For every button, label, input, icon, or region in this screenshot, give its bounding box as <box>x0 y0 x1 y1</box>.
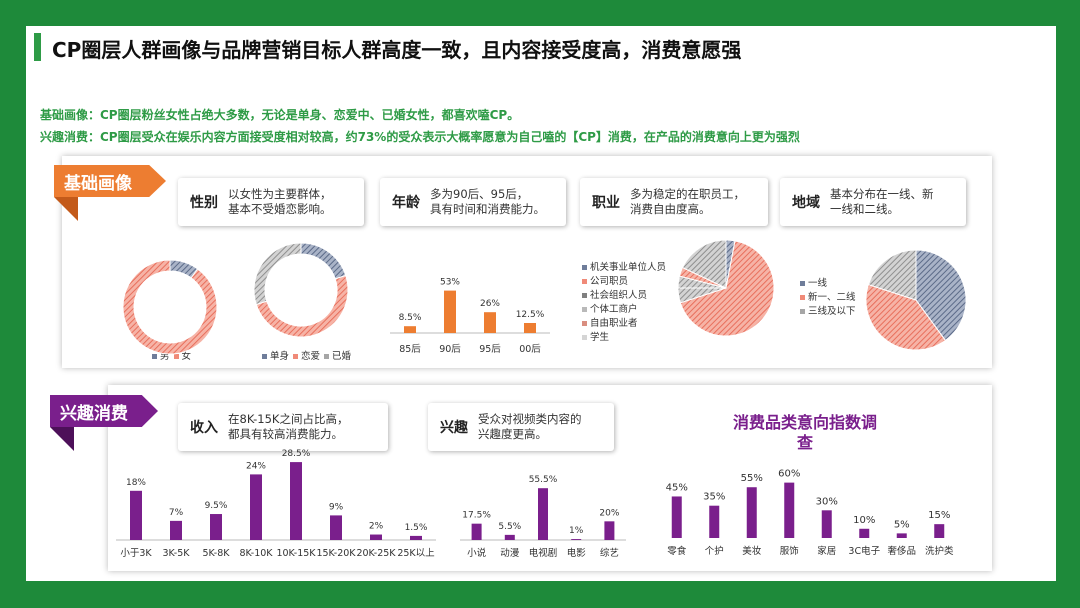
info-income-key: 收入 <box>190 420 218 436</box>
legend-occupation-swatch-5 <box>582 334 587 340</box>
legend-gender-swatch-1 <box>173 353 179 359</box>
page-title: CP圈层人群画像与品牌营销目标人群高度一致，且内容接受度高，消费意愿强 <box>52 38 742 62</box>
legend-occupation-swatch-3 <box>582 306 587 312</box>
info-gender: 性别 以女性为主要群体， 基本不受婚恋影响。 <box>178 178 364 226</box>
legend-gender: 男女 <box>148 348 191 362</box>
info-age: 年龄 多为90后、95后， 具有时间和消费能力。 <box>380 178 566 226</box>
legend-occupation-label-3: 个体工商户 <box>590 304 638 315</box>
legend-occupation-label-1: 公司职员 <box>590 276 629 287</box>
consumption-chart-title: 消费品类意向指数调 查 <box>732 413 877 452</box>
info-interest: 兴趣 受众对视频类内容的 兴趣度更高。 <box>428 403 614 451</box>
info-age-value: 多为90后、95后， 具有时间和消费能力。 <box>430 187 545 216</box>
legend-marital-swatch-0 <box>262 353 267 359</box>
legend-gender-label-1: 女 <box>181 351 192 362</box>
legend-gender-item-1: 女 <box>170 351 192 362</box>
basic-profile-tag-label: 基础画像 <box>64 173 132 194</box>
legend-occupation-item-1: 公司职员 <box>578 275 666 289</box>
info-occupation-key: 职业 <box>592 195 620 211</box>
info-region-value: 基本分布在一线、新 一线和二线。 <box>830 187 934 216</box>
info-age-key: 年龄 <box>392 195 420 211</box>
interest-tag-fold <box>50 427 74 451</box>
legend-marital-item-0: 单身 <box>258 351 289 362</box>
legend-occupation-item-4: 自由职业者 <box>578 317 666 331</box>
basic-profile-tag: 基础画像 <box>54 165 166 197</box>
title-accent-bar <box>34 33 41 61</box>
legend-marital-swatch-2 <box>324 353 330 359</box>
info-interest-value: 受众对视频类内容的 兴趣度更高。 <box>478 412 582 441</box>
legend-marital-label-2: 已婚 <box>332 351 352 362</box>
info-occupation: 职业 多为稳定的在职员工， 消费自由度高。 <box>580 178 768 226</box>
legend-region-swatch-1 <box>800 294 805 300</box>
legend-region-label-0: 一线 <box>808 278 828 289</box>
legend-marital-item-1: 恋爱 <box>289 351 320 362</box>
legend-occupation-label-5: 学生 <box>590 332 610 343</box>
legend-marital-label-0: 单身 <box>270 351 290 362</box>
legend-region-item-1: 新一、二线 <box>796 291 856 305</box>
legend-occupation-swatch-4 <box>582 320 587 326</box>
subtitle-basic: 基础画像：CP圈层粉丝女性占绝大多数，无论是单身、恋爱中、已婚女性，都喜欢嗑CP… <box>40 108 520 122</box>
legend-gender-label-0: 男 <box>160 351 170 362</box>
legend-occupation-item-5: 学生 <box>578 331 666 345</box>
legend-occupation-swatch-1 <box>582 278 587 284</box>
legend-region-swatch-0 <box>800 280 805 286</box>
legend-marital-item-2: 已婚 <box>320 351 351 362</box>
info-income-value: 在8K-15K之间占比高， 都具有较高消费能力。 <box>228 412 349 441</box>
legend-gender-swatch-0 <box>152 353 157 359</box>
legend-gender-item-0: 男 <box>148 351 170 362</box>
info-income: 收入 在8K-15K之间占比高， 都具有较高消费能力。 <box>178 403 388 451</box>
legend-occupation-swatch-2 <box>582 292 587 298</box>
interest-tag-label: 兴趣消费 <box>60 403 128 424</box>
subtitle-interest: 兴趣消费：CP圈层受众在娱乐内容方面接受度相对较高，约73%的受众表示大概率愿意… <box>40 130 800 144</box>
legend-marital-swatch-1 <box>293 353 299 359</box>
info-region: 地域 基本分布在一线、新 一线和二线。 <box>780 178 966 226</box>
info-interest-key: 兴趣 <box>440 420 468 436</box>
legend-occupation-item-3: 个体工商户 <box>578 303 666 317</box>
legend-occupation-item-2: 社会组织人员 <box>578 289 666 303</box>
legend-region-label-2: 三线及以下 <box>808 306 856 317</box>
legend-region-label-1: 新一、二线 <box>808 292 856 303</box>
legend-occupation-label-2: 社会组织人员 <box>590 290 648 301</box>
info-region-key: 地域 <box>792 195 820 211</box>
legend-marital: 单身 恋爱 已婚 <box>258 348 351 362</box>
info-gender-key: 性别 <box>190 195 218 211</box>
info-occupation-value: 多为稳定的在职员工， 消费自由度高。 <box>630 187 745 216</box>
legend-occupation: 机关事业单位人员 公司职员社会组织人员 个体工商户自由职业者学生 <box>578 261 666 345</box>
legend-region-item-2: 三线及以下 <box>796 305 856 319</box>
legend-region-item-0: 一线 <box>796 277 856 291</box>
legend-marital-label-1: 恋爱 <box>301 351 321 362</box>
basic-profile-tag-fold <box>54 197 78 221</box>
legend-occupation-label-4: 自由职业者 <box>590 318 638 329</box>
legend-occupation-swatch-0 <box>582 264 587 270</box>
info-gender-value: 以女性为主要群体， 基本不受婚恋影响。 <box>228 187 332 216</box>
interest-tag: 兴趣消费 <box>50 395 158 427</box>
legend-region-swatch-2 <box>800 308 805 314</box>
legend-region: 一线新一、二线三线及以下 <box>796 277 856 319</box>
legend-occupation-item-0: 机关事业单位人员 <box>578 261 666 275</box>
legend-occupation-label-0: 机关事业单位人员 <box>590 262 667 273</box>
